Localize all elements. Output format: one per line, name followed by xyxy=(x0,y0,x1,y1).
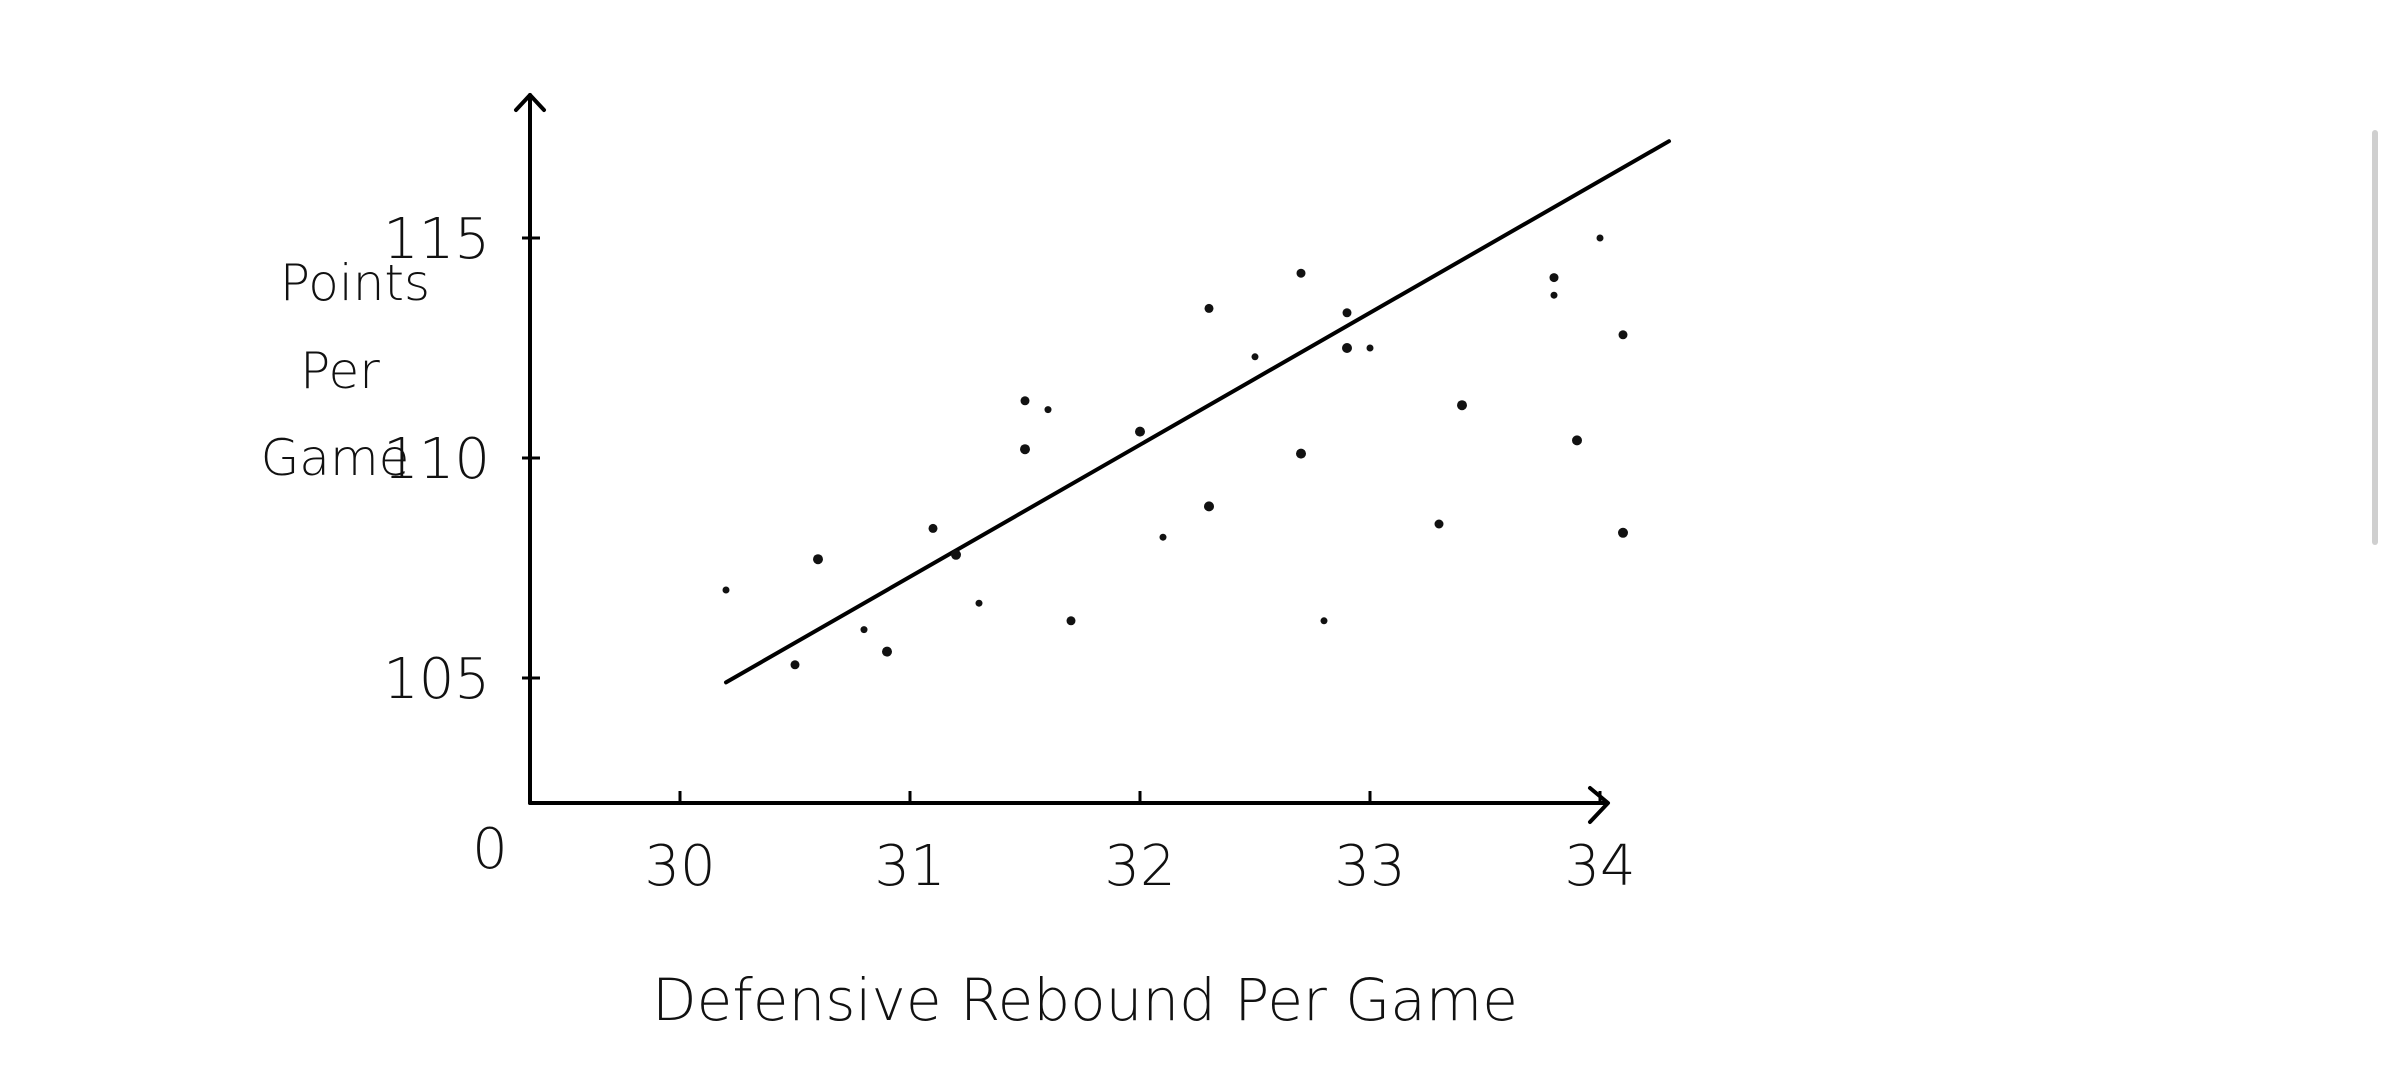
x-tick-label: 33 xyxy=(1334,834,1405,899)
data-point xyxy=(1366,344,1374,352)
data-point xyxy=(1618,527,1628,538)
data-point xyxy=(813,554,823,565)
data-point xyxy=(1434,519,1444,529)
origin-label: 0 xyxy=(472,817,508,882)
data-point xyxy=(1572,435,1582,446)
data-point xyxy=(1618,330,1628,340)
data-point xyxy=(1596,234,1604,242)
x-tick-label: 30 xyxy=(644,834,715,899)
data-point xyxy=(951,549,961,560)
y-axis-title: Points Per Game xyxy=(261,254,431,487)
y-axis-arrowhead xyxy=(514,93,546,112)
chart-axes xyxy=(514,93,1610,824)
data-point xyxy=(1342,343,1352,353)
x-tick-label: 31 xyxy=(874,834,945,899)
data-point xyxy=(1159,533,1167,541)
data-point xyxy=(1549,273,1559,283)
data-point xyxy=(860,626,868,634)
y-axis-ticks: 105 110 115 xyxy=(383,207,540,712)
data-point xyxy=(1204,501,1214,512)
x-axis-ticks: 30 31 32 33 34 xyxy=(644,791,1636,899)
y-axis-title-line-3: Game xyxy=(261,429,410,487)
data-point xyxy=(1320,617,1328,625)
data-point xyxy=(1020,396,1030,406)
y-tick-label: 115 xyxy=(383,207,490,272)
trend-line-group xyxy=(724,139,1671,685)
data-point xyxy=(928,523,938,533)
data-point xyxy=(722,586,730,594)
data-point xyxy=(1066,616,1076,626)
trend-line xyxy=(724,139,1671,685)
data-point xyxy=(1251,353,1259,361)
x-tick-label: 34 xyxy=(1564,834,1635,899)
data-point xyxy=(1296,268,1306,278)
y-axis-title-line-2: Per xyxy=(300,342,380,400)
data-point xyxy=(1135,426,1145,437)
x-tick-label: 32 xyxy=(1104,834,1175,899)
data-point xyxy=(1296,448,1306,459)
y-axis-title-line-1: Points xyxy=(280,254,430,312)
data-points xyxy=(722,234,1628,670)
data-point xyxy=(975,599,983,607)
data-point xyxy=(882,646,892,657)
x-axis-title: Defensive Rebound Per Game xyxy=(652,966,1518,1034)
y-tick-label: 105 xyxy=(383,647,490,712)
data-point xyxy=(790,660,800,670)
data-point xyxy=(1204,303,1214,313)
x-axis-arrowhead xyxy=(1588,786,1610,824)
data-point xyxy=(1457,400,1467,411)
data-point xyxy=(1550,291,1558,299)
data-point xyxy=(1020,444,1030,455)
vertical-scrollbar[interactable] xyxy=(2372,130,2378,545)
data-point xyxy=(1044,406,1052,414)
y-tick-label: 110 xyxy=(383,427,490,492)
data-point xyxy=(1342,308,1352,318)
